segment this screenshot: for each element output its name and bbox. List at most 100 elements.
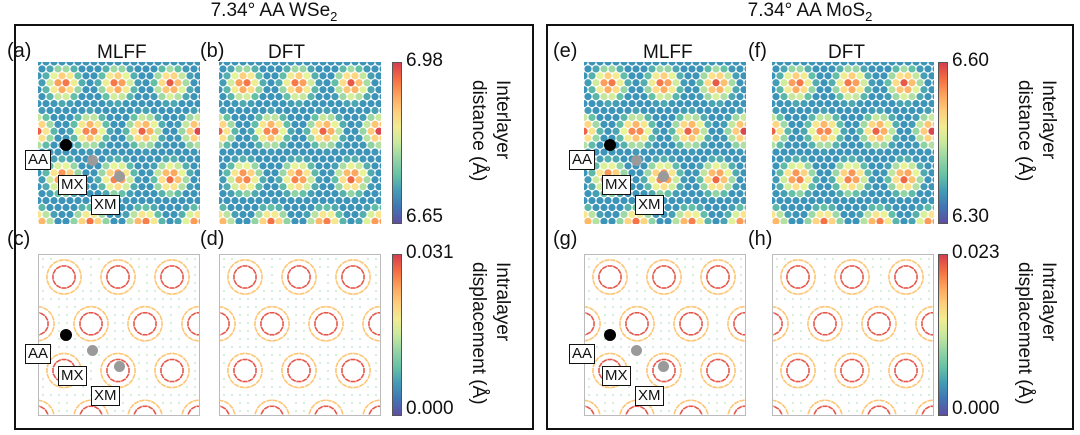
- displacement-arrow: [884, 336, 891, 341]
- interlayer-site-dot: [780, 217, 788, 224]
- interlayer-site-dot: [592, 217, 600, 224]
- interlayer-site-dot: [162, 196, 170, 205]
- interlayer-site-dot: [828, 93, 836, 101]
- interlayer-site-dot: [247, 196, 255, 205]
- displacement-arrow: [160, 268, 165, 275]
- interlayer-site-dot: [892, 134, 900, 142]
- displacement-arrow: [326, 399, 332, 402]
- small-displacement-dot: [708, 306, 710, 308]
- interlayer-site-dot: [114, 99, 122, 108]
- interlayer-site-dot: [660, 99, 668, 108]
- interlayer-site-dot: [247, 113, 255, 122]
- interlayer-site-dot: [680, 190, 688, 198]
- displacement-arrow: [172, 259, 178, 262]
- small-displacement-dot: [154, 386, 156, 388]
- small-displacement-dot: [90, 266, 92, 268]
- interlayer-site-dot: [712, 203, 720, 212]
- interlayer-site-dot: [836, 120, 844, 128]
- displacement-arrow: [160, 373, 165, 379]
- small-displacement-dot: [287, 298, 289, 300]
- interlayer-site-dot: [600, 79, 608, 87]
- displacement-arrow: [863, 403, 869, 409]
- interlayer-site-dot: [275, 65, 283, 73]
- interlayer-site-dot: [928, 127, 934, 135]
- displacement-arrow: [718, 292, 724, 295]
- interlayer-site-dot: [772, 196, 776, 205]
- interlayer-site-dot: [688, 65, 696, 73]
- small-displacement-dot: [130, 394, 132, 396]
- displacement-arrow: [299, 386, 305, 389]
- displacement-arrow: [725, 268, 730, 275]
- displacement-arrow: [331, 400, 338, 405]
- interlayer-site-dot: [620, 155, 628, 163]
- small-displacement-dot: [178, 338, 180, 340]
- small-displacement-dot: [295, 314, 297, 316]
- interlayer-site-dot: [239, 113, 247, 122]
- interlayer-site-dot: [672, 176, 680, 184]
- interlayer-site-dot: [38, 86, 42, 94]
- small-displacement-dot: [186, 394, 188, 396]
- interlayer-site-dot: [604, 72, 612, 80]
- small-displacement-dot: [904, 306, 906, 308]
- interlayer-site-dot: [38, 203, 46, 212]
- interlayer-site-dot: [780, 134, 788, 142]
- interlayer-site-dot: [42, 127, 50, 135]
- small-displacement-dot: [840, 306, 842, 308]
- interlayer-site-dot: [832, 72, 840, 80]
- interlayer-site-dot: [359, 196, 367, 205]
- interlayer-site-dot: [828, 120, 836, 128]
- displacement-arrow: [778, 315, 783, 321]
- interlayer-site-dot: [343, 127, 351, 135]
- interlayer-site-dot: [804, 93, 812, 101]
- interlayer-site-dot: [620, 99, 628, 108]
- small-displacement-dot: [668, 314, 670, 316]
- interlayer-site-dot: [323, 134, 331, 142]
- small-displacement-dot: [303, 346, 305, 348]
- displacement-arrow: [374, 399, 380, 402]
- interlayer-site-dot: [102, 79, 110, 87]
- displacement-arrow: [678, 373, 682, 380]
- interlayer-site-dot: [307, 120, 315, 128]
- interlayer-site-dot: [876, 190, 884, 198]
- interlayer-site-dot: [219, 190, 227, 198]
- displacement-arrow: [82, 405, 89, 410]
- displacement-arrow: [125, 373, 130, 379]
- interlayer-site-dot: [219, 106, 227, 115]
- interlayer-site-dot: [904, 99, 912, 108]
- small-displacement-dot: [724, 346, 726, 348]
- interlayer-site-dot: [311, 62, 319, 66]
- displacement-arrow: [331, 336, 338, 341]
- small-displacement-dot: [848, 298, 850, 300]
- interlayer-site-dot: [58, 127, 66, 135]
- small-displacement-dot: [880, 266, 882, 268]
- displacement-arrow: [789, 265, 796, 270]
- interlayer-site-dot: [680, 79, 688, 87]
- interlayer-site-dot: [712, 217, 720, 224]
- interlayer-site-dot: [343, 155, 351, 163]
- displacement-arrow: [893, 326, 897, 333]
- interlayer-site-dot: [720, 134, 728, 142]
- small-displacement-dot: [668, 330, 670, 332]
- interlayer-site-dot: [584, 62, 588, 66]
- small-displacement-dot: [636, 298, 638, 300]
- displacement-arrow: [786, 279, 791, 286]
- interlayer-site-dot: [908, 106, 916, 115]
- interlayer-site-dot: [223, 210, 231, 219]
- displacement-arrow: [933, 307, 934, 308]
- interlayer-site-dot: [848, 113, 856, 122]
- small-displacement-dot: [824, 378, 826, 380]
- displacement-arrow: [353, 259, 359, 262]
- displacement-arrow: [160, 279, 165, 286]
- displacement-arrow: [809, 332, 815, 338]
- interlayer-site-dot: [716, 155, 724, 163]
- interlayer-site-dot: [916, 217, 924, 224]
- interlayer-site-dot: [259, 148, 267, 156]
- displacement-arrow: [879, 399, 885, 402]
- small-displacement-dot: [848, 402, 850, 404]
- displacement-arrow: [702, 378, 708, 384]
- small-displacement-dot: [255, 306, 257, 308]
- displacement-arrow: [73, 315, 77, 321]
- small-displacement-dot: [888, 346, 890, 348]
- interlayer-site-dot: [134, 134, 142, 142]
- displacement-arrow: [723, 289, 730, 294]
